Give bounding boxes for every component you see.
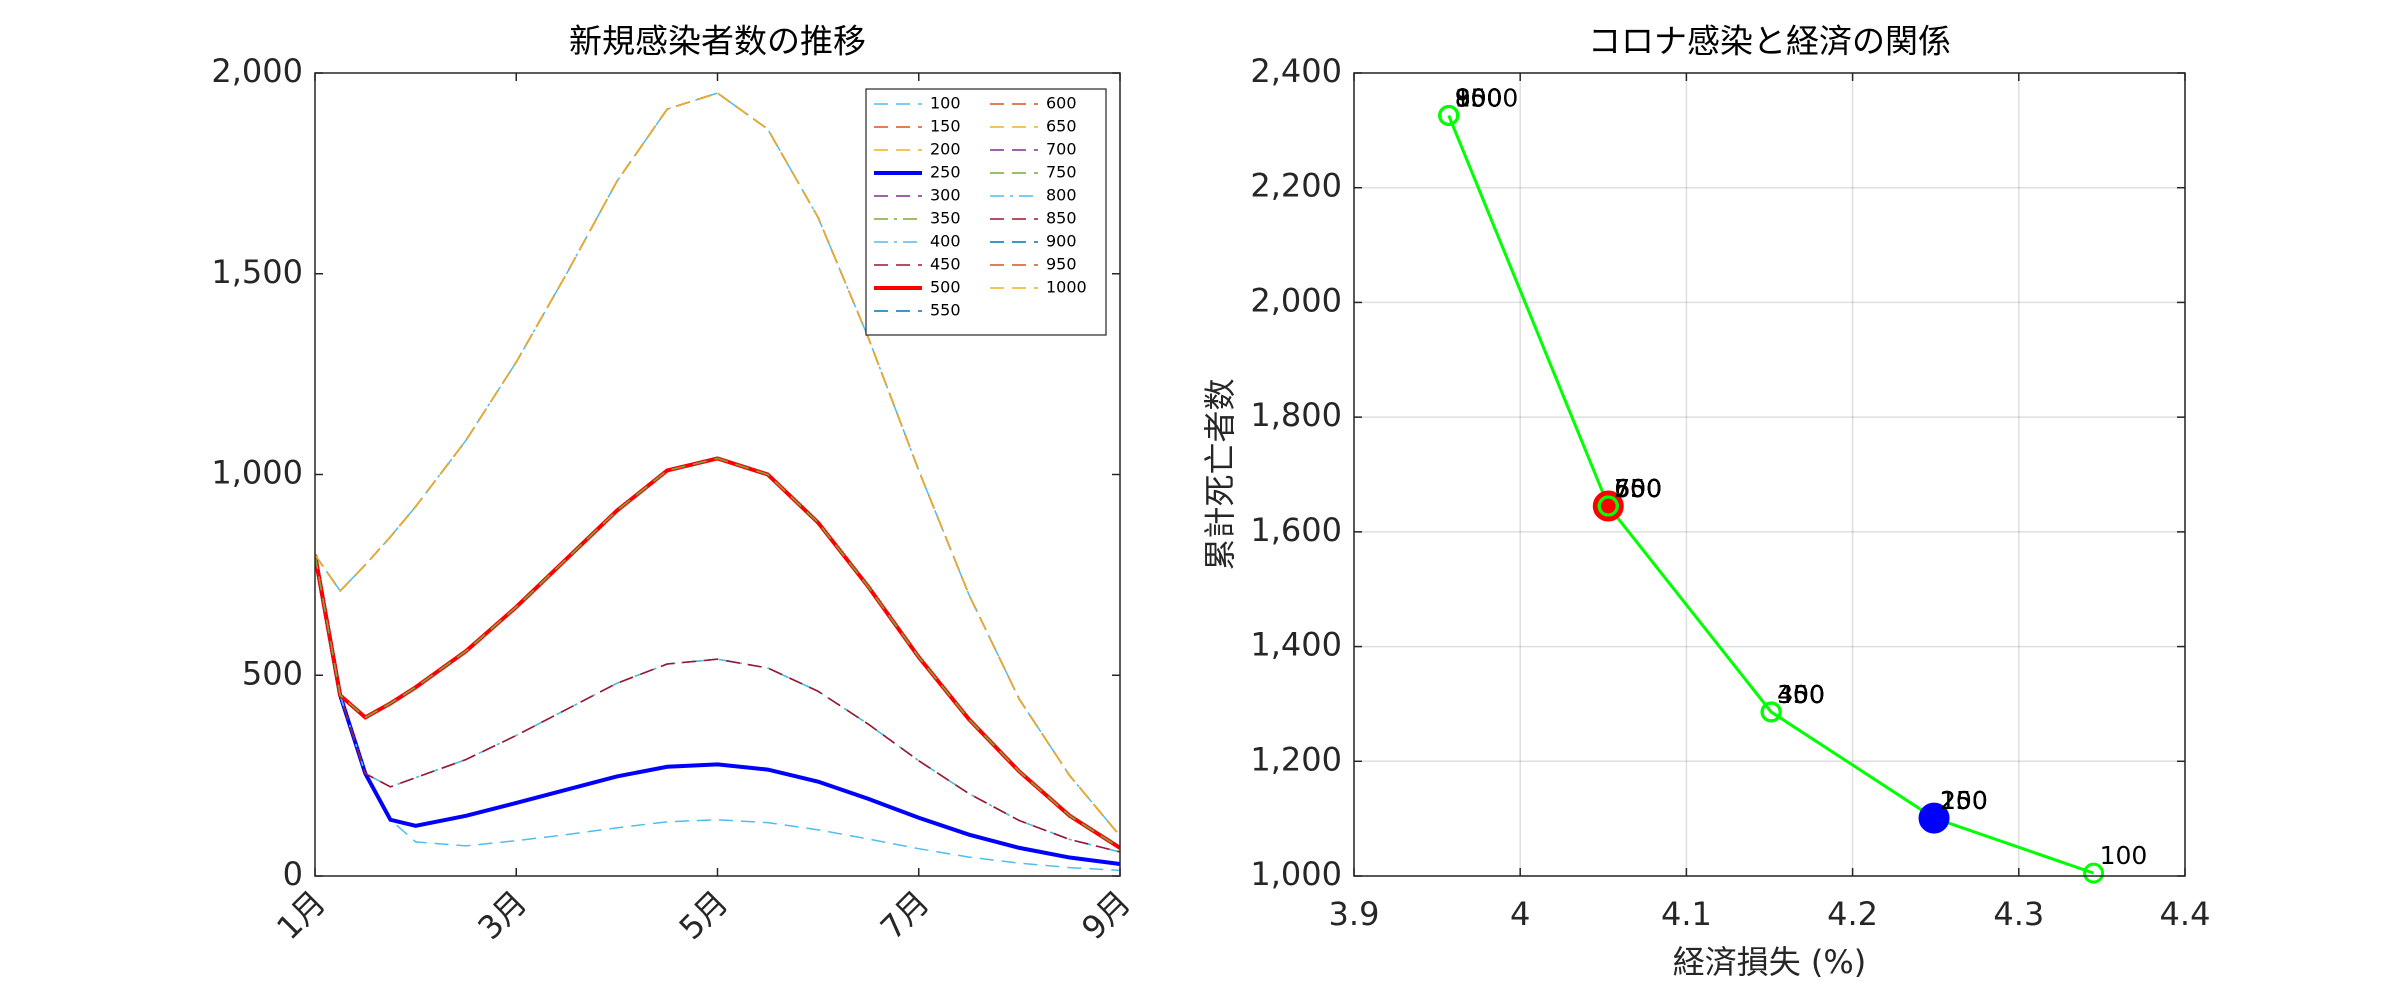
data-label: 950	[1455, 83, 1503, 112]
legend-label: 300	[930, 186, 961, 205]
legend-label: 550	[930, 301, 961, 320]
chart-title: コロナ感染と経済の関係	[1588, 22, 1951, 61]
axes-box	[314, 72, 1121, 877]
legend-label: 800	[1046, 186, 1077, 205]
data-label: 450	[1777, 680, 1825, 709]
legend-label: 600	[1046, 94, 1077, 113]
legend-label: 700	[1046, 140, 1077, 159]
legend-label: 650	[1046, 117, 1077, 136]
legend-box	[865, 88, 1107, 336]
marker	[1760, 701, 1782, 723]
legend-label: 850	[1046, 209, 1077, 228]
chart-title: 新規感染者数の推移	[569, 22, 866, 61]
series-line	[315, 92, 1120, 837]
data-label: 550	[1614, 474, 1662, 503]
data-label: 400	[1777, 680, 1825, 709]
x-tick-label: 9月	[1074, 883, 1138, 947]
y-tick-label: 0	[283, 855, 303, 893]
highlight-marker	[1918, 802, 1950, 834]
y-tick-label: 1,000	[1250, 855, 1342, 893]
x-tick-label: 4.1	[1661, 895, 1712, 933]
legend-label: 750	[1046, 163, 1077, 182]
y-axis-label: 累計死亡者数	[1201, 378, 1239, 570]
legend-label: 250	[930, 163, 961, 182]
y-tick-label: 1,000	[211, 454, 303, 492]
y-tick-label: 1,800	[1250, 396, 1342, 434]
axes-box	[1353, 72, 2186, 877]
connecting-line	[1447, 114, 2095, 875]
legend-label: 950	[1046, 255, 1077, 274]
data-label: 350	[1777, 680, 1825, 709]
legend-label: 450	[930, 255, 961, 274]
x-tick-label: 4	[1510, 895, 1530, 933]
series-line	[315, 554, 1120, 866]
data-label: 800	[1455, 83, 1503, 112]
data-label: 650	[1614, 474, 1662, 503]
series-line	[315, 457, 1120, 849]
data-label: 100	[2100, 841, 2148, 870]
data-label: 600	[1614, 474, 1662, 503]
y-tick-label: 2,200	[1250, 167, 1342, 205]
marker	[1438, 104, 1460, 126]
legend-label: 150	[930, 117, 961, 136]
x-tick-label: 3月	[470, 883, 534, 947]
x-tick-label: 5月	[672, 883, 736, 947]
data-label: 200	[1940, 786, 1988, 815]
legend-label: 200	[930, 140, 961, 159]
data-label: 750	[1614, 474, 1662, 503]
y-tick-label: 1,400	[1250, 626, 1342, 664]
data-label: 500	[1614, 474, 1662, 503]
x-tick-label: 1月	[269, 883, 333, 947]
y-tick-label: 1,600	[1250, 511, 1342, 549]
marker	[1597, 495, 1619, 517]
x-axis-label: 経済損失 (%)	[1673, 943, 1867, 981]
legend-label: 400	[930, 232, 961, 251]
axes-background	[1354, 73, 2185, 876]
legend-label: 350	[930, 209, 961, 228]
x-tick-label: 7月	[873, 883, 937, 947]
data-label: 300	[1777, 680, 1825, 709]
y-tick-label: 1,500	[211, 253, 303, 291]
x-tick-label: 4.4	[2160, 895, 2211, 933]
data-label: 900	[1455, 83, 1503, 112]
series-line	[315, 554, 1120, 853]
x-tick-label: 4.2	[1827, 895, 1878, 933]
legend-label: 900	[1046, 232, 1077, 251]
data-label: 1000	[1455, 83, 1519, 112]
legend-label: 500	[930, 278, 961, 297]
y-tick-label: 500	[242, 654, 303, 692]
marker	[2083, 862, 2105, 884]
y-tick-label: 1,200	[1250, 740, 1342, 778]
y-tick-label: 2,400	[1250, 52, 1342, 90]
data-label: 250	[1940, 786, 1988, 815]
data-label: 850	[1455, 83, 1503, 112]
legend-label: 100	[930, 94, 961, 113]
x-tick-label: 3.9	[1329, 895, 1380, 933]
y-tick-label: 2,000	[211, 52, 303, 90]
data-label: 150	[1940, 786, 1988, 815]
data-label: 700	[1614, 474, 1662, 503]
legend-label: 1000	[1046, 278, 1087, 297]
y-tick-label: 2,000	[1250, 281, 1342, 319]
x-tick-label: 4.3	[1993, 895, 2044, 933]
